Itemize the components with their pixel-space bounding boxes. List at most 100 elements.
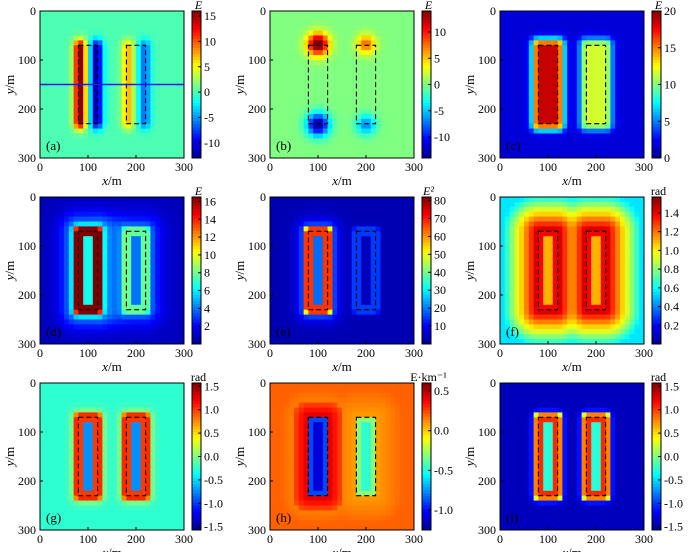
colorbar-step	[192, 50, 201, 55]
heatmap-cell	[97, 99, 103, 105]
heatmap-cell	[538, 148, 544, 154]
heatmap-cell	[390, 334, 396, 340]
heatmap-cell	[131, 299, 137, 306]
heatmap-cell	[88, 216, 94, 222]
heatmap-cell	[169, 123, 175, 129]
heatmap-cell	[88, 143, 94, 149]
heatmap-cell	[600, 128, 606, 134]
heatmap-cell	[409, 20, 414, 27]
heatmap-d	[40, 197, 184, 344]
heatmap-cell	[615, 148, 621, 154]
heatmap-cell	[399, 118, 405, 125]
heatmap-cell	[131, 197, 137, 203]
heatmap-cell	[131, 89, 137, 95]
heatmap-cell	[327, 260, 333, 266]
heatmap-cell	[375, 25, 381, 31]
heatmap-cell	[500, 197, 506, 203]
heatmap-cell	[44, 104, 50, 110]
heatmap-cell	[404, 128, 410, 134]
heatmap-cell	[64, 153, 70, 158]
heatmap-cell	[279, 64, 285, 71]
heatmap-cell	[102, 255, 108, 262]
heatmap-cell	[332, 74, 338, 80]
heatmap-cell	[274, 329, 280, 335]
heatmap-cell	[390, 339, 396, 344]
heatmap-cell	[107, 104, 113, 110]
heatmap-cell	[552, 60, 558, 66]
heatmap-cell	[562, 197, 568, 203]
heatmap-cell	[116, 64, 122, 71]
heatmap-cell	[40, 64, 46, 71]
heatmap-cell	[174, 64, 180, 71]
heatmap-cell	[399, 221, 405, 227]
heatmap-cell	[274, 304, 280, 311]
heatmap-cell	[83, 339, 89, 344]
heatmap-cell	[59, 109, 65, 115]
heatmap-cell	[327, 319, 333, 325]
heatmap-cell	[97, 236, 103, 242]
heatmap-cell	[394, 295, 400, 301]
heatmap-cell	[351, 138, 357, 144]
heatmap-cell	[313, 216, 319, 222]
heatmap-cell	[557, 99, 563, 105]
heatmap-cell	[136, 11, 142, 17]
heatmap-cell	[375, 334, 381, 340]
heatmap-cell	[313, 109, 319, 115]
heatmap-cell	[318, 339, 324, 344]
heatmap-cell	[404, 40, 410, 46]
heatmap-cell	[164, 201, 170, 208]
heatmap-cell	[112, 128, 118, 134]
heatmap-cell	[548, 69, 554, 76]
heatmap-cell	[370, 133, 376, 139]
heatmap-cell	[40, 89, 46, 95]
heatmap-cell	[399, 295, 405, 301]
heatmap-cell	[634, 20, 640, 27]
heatmap-cell	[40, 216, 46, 222]
heatmap-cell	[64, 45, 70, 51]
heatmap-cell	[140, 299, 146, 306]
heatmap-cell	[44, 133, 50, 139]
heatmap-cell	[126, 35, 132, 41]
heatmap-cell	[567, 50, 573, 56]
heatmap-cell	[370, 109, 376, 115]
heatmap-cell	[337, 309, 343, 315]
heatmap-cell	[88, 118, 94, 125]
heatmap-cell	[519, 113, 525, 120]
heatmap-cell	[605, 128, 611, 134]
heatmap-cell	[562, 148, 568, 154]
heatmap-cell	[308, 40, 314, 46]
heatmap-cell	[538, 94, 544, 100]
colorbar-step	[192, 136, 201, 141]
heatmap-cell	[40, 74, 46, 80]
heatmap-cell	[552, 55, 558, 61]
heatmap-cell	[174, 74, 180, 80]
heatmap-cell	[179, 319, 184, 325]
heatmap-cell	[73, 197, 79, 203]
heatmap-cell	[361, 255, 367, 262]
heatmap-cell	[174, 118, 180, 125]
heatmap-cell	[596, 128, 602, 134]
heatmap-cell	[112, 138, 118, 144]
heatmap-cell	[500, 89, 506, 95]
heatmap-cell	[370, 280, 376, 286]
heatmap-cell	[327, 226, 333, 232]
heatmap-cell	[88, 109, 94, 115]
heatmap-cell	[145, 104, 151, 110]
heatmap-cell	[366, 94, 372, 100]
heatmap-cell	[342, 50, 348, 56]
heatmap-cell	[126, 50, 132, 56]
colorbar-step	[652, 44, 661, 49]
heatmap-cell	[404, 299, 410, 306]
heatmap-cell	[394, 250, 400, 257]
heatmap-cell	[399, 153, 405, 158]
heatmap-cell	[500, 74, 506, 80]
heatmap-cell	[131, 285, 137, 291]
heatmap-cell	[634, 79, 640, 85]
heatmap-cell	[64, 309, 70, 315]
heatmap-cell	[524, 84, 530, 90]
colorbar-step	[192, 81, 201, 85]
heatmap-cell	[97, 74, 103, 80]
heatmap-cell	[404, 309, 410, 315]
heatmap-cell	[370, 329, 376, 335]
heatmap-cell	[145, 148, 151, 154]
